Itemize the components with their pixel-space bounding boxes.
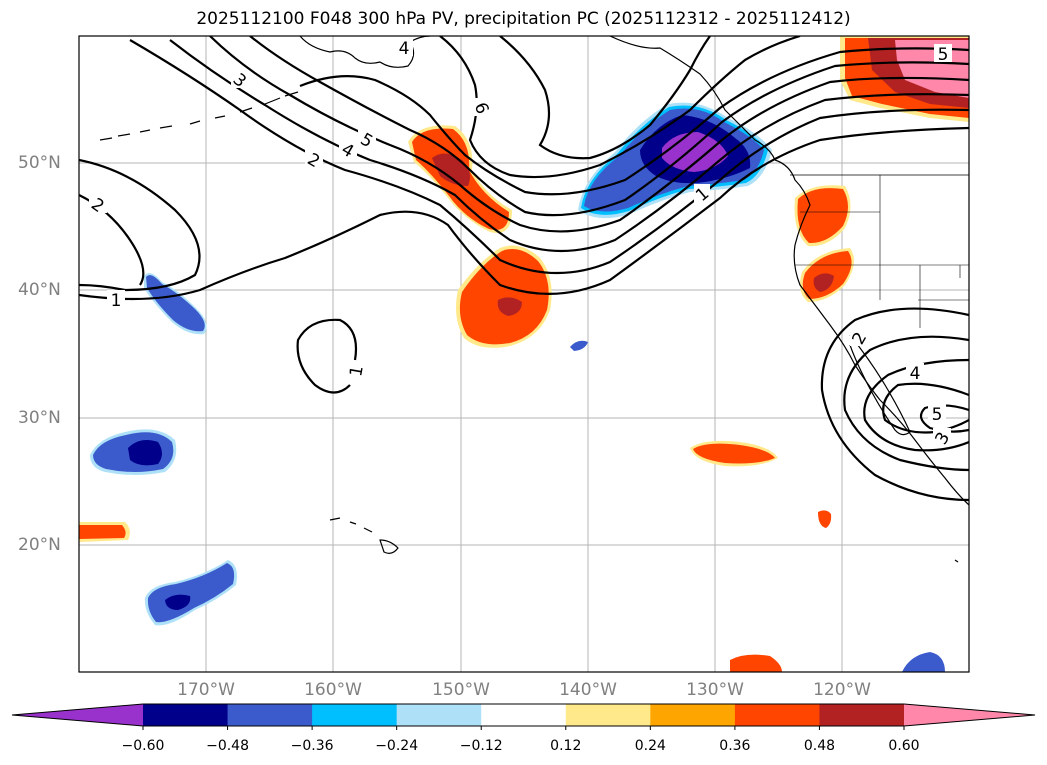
precip-area: [128, 440, 162, 466]
precip-area: [797, 188, 848, 244]
pv-contour: [79, 158, 201, 292]
lon-label: 120°W: [813, 680, 871, 700]
colorbar-tick-label: 0.24: [634, 738, 666, 754]
colorbar-swatch: [312, 704, 398, 726]
alaska-panhandle: [609, 36, 776, 161]
lat-label: 30°N: [18, 408, 61, 428]
lon-label: 130°W: [686, 680, 744, 700]
colorbar: [11, 703, 1036, 730]
colorbar-tick-label: −0.36: [290, 738, 334, 754]
contour-label: 4: [399, 39, 410, 59]
precip-area: [165, 594, 191, 610]
precip-area: [147, 563, 235, 623]
lon-label: 160°W: [304, 680, 362, 700]
precip-area: [497, 297, 522, 316]
precip-area: [459, 248, 549, 345]
lon-label: 170°W: [177, 680, 235, 700]
contour-label: 4: [910, 364, 921, 384]
contour-label: 5: [938, 45, 949, 65]
precip-negative: [90, 102, 945, 672]
map-title: 2025112100 F048 300 hPa PV, precipitatio…: [196, 9, 851, 29]
pv-contour: [439, 36, 801, 179]
hawaii: [329, 517, 399, 554]
pv-contour: [296, 318, 358, 394]
colorbar-tick-label: −0.60: [121, 738, 165, 754]
colorbar-swatch: [396, 704, 482, 726]
lat-label: 40°N: [18, 280, 61, 300]
state-borders: [795, 175, 969, 328]
colorbar-swatch: [734, 704, 820, 726]
colorbar-swatch: [143, 704, 229, 726]
colorbar-extend-low: [12, 704, 143, 726]
precip-area: [79, 525, 126, 539]
precip-area: [730, 654, 782, 672]
contour-labels: 1 1 1 2 2 2 3 3 4 4 4 5 5 5: [87, 38, 954, 448]
pv-contour: [843, 335, 969, 472]
pv-contour: [129, 39, 969, 275]
colorbar-tick-label: −0.12: [459, 738, 503, 754]
precip-area: [818, 510, 832, 528]
precip-area: [146, 275, 205, 332]
pv-contour: [209, 36, 969, 233]
precip-area: [813, 273, 834, 292]
precip-area: [570, 340, 588, 351]
baja-california: [849, 334, 911, 436]
colorbar-tick-label: −0.24: [375, 738, 419, 754]
pv-contours: [79, 36, 969, 502]
colorbar-swatch: [650, 704, 736, 726]
colorbar-tick-label: 0.12: [550, 738, 582, 754]
map-area: 1 1 1 2 2 2 3 3 4 4 4 5 5 5: [79, 36, 969, 672]
pv-contour: [820, 307, 969, 502]
lat-label: 20°N: [18, 535, 61, 555]
pv-contour: [299, 47, 969, 196]
colorbar-tick-label: 0.60: [888, 738, 920, 754]
colorbar-tick-label: −0.48: [206, 738, 249, 754]
pv-contour: [499, 36, 711, 160]
contour-label: 1: [111, 291, 122, 311]
colorbar-extend-high: [904, 704, 1035, 726]
pv-contour: [79, 126, 969, 301]
map-frame: [78, 35, 970, 673]
colorbar-swatch: [819, 704, 905, 726]
pv-contour: [169, 39, 969, 253]
precip-area: [693, 443, 775, 464]
island: [954, 559, 959, 563]
contour-label: 5: [932, 405, 943, 425]
pv-contour: [249, 36, 969, 217]
north-america-coast: [774, 159, 969, 506]
colorbar-tick-label: 0.48: [803, 738, 836, 754]
colorbar-swatch: [227, 704, 313, 726]
contour-label: 1: [346, 364, 368, 378]
lon-label: 150°W: [432, 680, 490, 700]
precip-area: [902, 652, 945, 672]
colorbar-swatch: [565, 704, 651, 726]
gridlines: [79, 36, 969, 672]
lon-label: 140°W: [559, 680, 617, 700]
colorbar-tick-label: 0.36: [719, 738, 751, 754]
aleutian-islands: [99, 91, 299, 141]
lat-label: 50°N: [18, 153, 61, 173]
colorbar-swatch: [481, 704, 567, 726]
